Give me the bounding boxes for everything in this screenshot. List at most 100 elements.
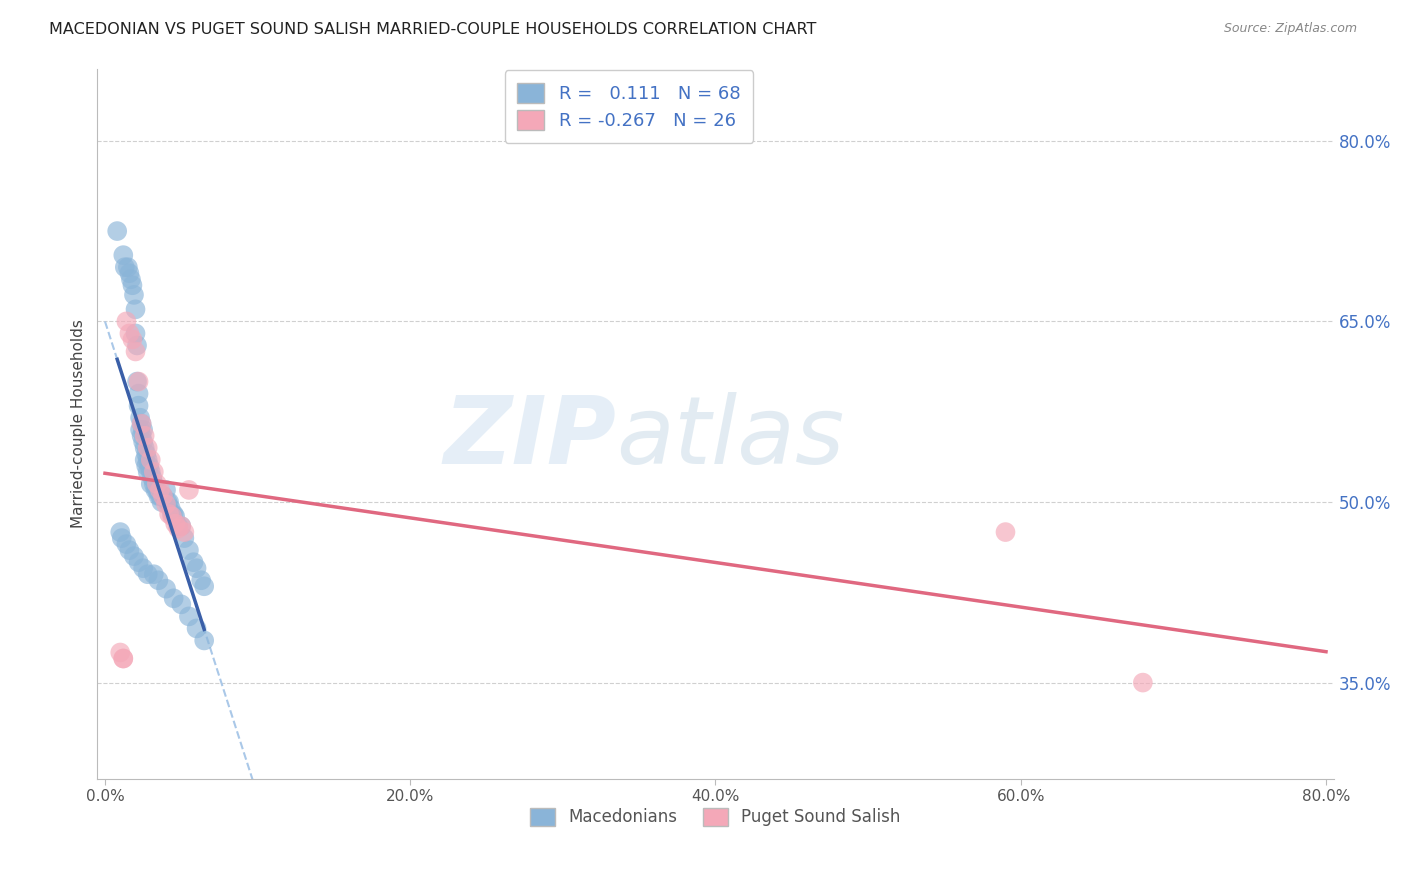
Point xyxy=(146,477,169,491)
Point xyxy=(118,326,141,341)
Point xyxy=(128,375,150,389)
Point xyxy=(160,509,183,524)
Point xyxy=(163,591,186,606)
Point xyxy=(134,441,156,455)
Point xyxy=(129,423,152,437)
Point xyxy=(111,531,134,545)
Point xyxy=(173,525,195,540)
Point xyxy=(142,567,165,582)
Point xyxy=(124,344,146,359)
Point xyxy=(149,489,172,503)
Point xyxy=(170,519,193,533)
Point xyxy=(139,477,162,491)
Point xyxy=(135,458,157,473)
Point xyxy=(148,489,170,503)
Point xyxy=(1132,675,1154,690)
Point xyxy=(186,561,208,575)
Point xyxy=(146,483,169,497)
Point xyxy=(155,483,177,497)
Point xyxy=(110,525,132,540)
Text: atlas: atlas xyxy=(617,392,845,483)
Point xyxy=(152,489,174,503)
Point xyxy=(136,441,159,455)
Point xyxy=(159,501,181,516)
Point xyxy=(118,543,141,558)
Point xyxy=(112,651,135,665)
Point xyxy=(135,447,157,461)
Point xyxy=(121,333,143,347)
Point xyxy=(120,272,142,286)
Point xyxy=(117,260,139,275)
Point xyxy=(125,338,148,352)
Point xyxy=(190,574,212,588)
Point xyxy=(136,465,159,479)
Point xyxy=(124,302,146,317)
Point xyxy=(125,375,148,389)
Point xyxy=(115,314,138,328)
Point xyxy=(136,453,159,467)
Point xyxy=(128,555,150,569)
Point xyxy=(163,507,186,521)
Point xyxy=(142,477,165,491)
Point xyxy=(134,429,156,443)
Point xyxy=(193,633,215,648)
Point xyxy=(132,423,155,437)
Point xyxy=(167,519,190,533)
Point xyxy=(157,495,180,509)
Point xyxy=(121,278,143,293)
Point xyxy=(177,609,200,624)
Point xyxy=(170,597,193,611)
Point xyxy=(193,579,215,593)
Point xyxy=(167,521,190,535)
Point xyxy=(132,561,155,575)
Point xyxy=(138,458,160,473)
Point xyxy=(134,453,156,467)
Point xyxy=(186,621,208,635)
Point xyxy=(148,574,170,588)
Point xyxy=(155,497,177,511)
Point xyxy=(131,429,153,443)
Point xyxy=(129,410,152,425)
Point xyxy=(994,525,1017,540)
Legend: Macedonians, Puget Sound Salish: Macedonians, Puget Sound Salish xyxy=(522,799,908,835)
Point xyxy=(149,483,172,497)
Point xyxy=(142,465,165,479)
Point xyxy=(115,537,138,551)
Point xyxy=(156,495,179,509)
Point xyxy=(160,507,183,521)
Point xyxy=(152,489,174,503)
Point xyxy=(132,434,155,449)
Point xyxy=(170,519,193,533)
Point xyxy=(155,582,177,596)
Point xyxy=(112,651,135,665)
Text: Source: ZipAtlas.com: Source: ZipAtlas.com xyxy=(1223,22,1357,36)
Point xyxy=(173,531,195,545)
Text: ZIP: ZIP xyxy=(444,392,617,484)
Point xyxy=(122,549,145,564)
Point xyxy=(118,266,141,280)
Point xyxy=(177,543,200,558)
Point xyxy=(141,471,163,485)
Point xyxy=(112,248,135,262)
Point xyxy=(131,417,153,431)
Point xyxy=(165,509,187,524)
Point xyxy=(139,453,162,467)
Point xyxy=(124,326,146,341)
Point xyxy=(128,386,150,401)
Point xyxy=(131,417,153,431)
Point xyxy=(165,516,187,531)
Point xyxy=(139,465,162,479)
Point xyxy=(150,495,173,509)
Y-axis label: Married-couple Households: Married-couple Households xyxy=(72,319,86,528)
Point xyxy=(157,507,180,521)
Text: MACEDONIAN VS PUGET SOUND SALISH MARRIED-COUPLE HOUSEHOLDS CORRELATION CHART: MACEDONIAN VS PUGET SOUND SALISH MARRIED… xyxy=(49,22,817,37)
Point xyxy=(143,483,166,497)
Point xyxy=(183,555,205,569)
Point xyxy=(128,399,150,413)
Point xyxy=(136,567,159,582)
Point xyxy=(177,483,200,497)
Point xyxy=(114,260,136,275)
Point xyxy=(122,288,145,302)
Point xyxy=(105,224,128,238)
Point xyxy=(110,645,132,659)
